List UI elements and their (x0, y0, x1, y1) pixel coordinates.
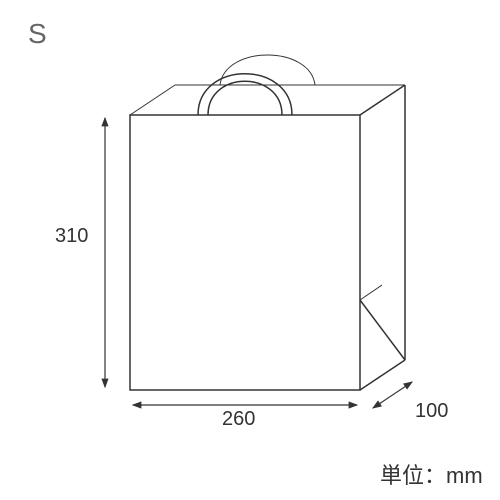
bag-top-left-hint (130, 85, 175, 115)
dimension-arrows (105, 118, 412, 408)
bag-gusset-inner (360, 285, 382, 300)
bag-handle-inner (208, 81, 282, 115)
height-label: 310 (55, 225, 88, 248)
bag-bottom-right-edge (360, 360, 405, 390)
unit-label: 単位：mm (380, 458, 483, 490)
bag-outline (130, 55, 405, 390)
bag-handle-outer (198, 74, 292, 115)
width-label: 260 (222, 408, 255, 431)
bag-top-right-edge (360, 85, 405, 115)
bag-gusset-fold (360, 300, 405, 360)
depth-label: 100 (415, 400, 448, 423)
size-label: S (28, 18, 47, 50)
bag-front (130, 115, 360, 390)
bag-handle-back (220, 55, 315, 85)
depth-arrow (373, 382, 412, 408)
